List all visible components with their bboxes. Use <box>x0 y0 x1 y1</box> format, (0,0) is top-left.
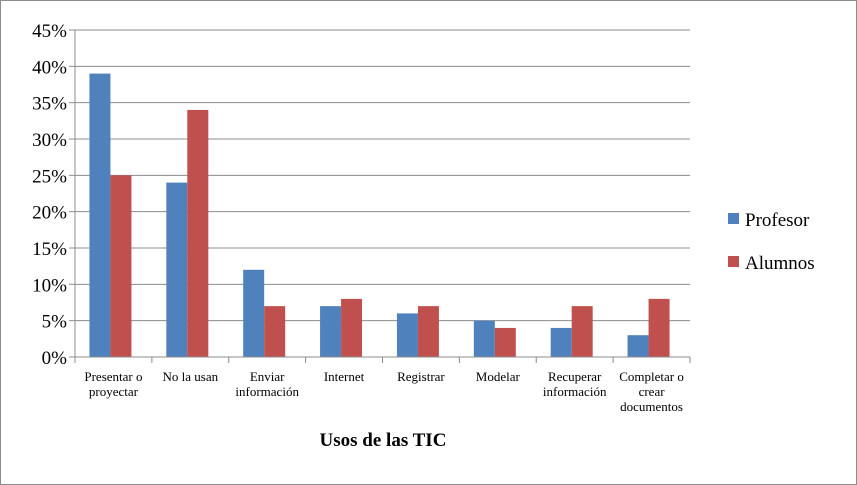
axes <box>69 29 691 363</box>
bar-profesor-7 <box>550 327 572 357</box>
y-tick-label: 15% <box>32 239 67 260</box>
x-tick-label: Presentar o proyectar <box>84 369 142 399</box>
legend-label-profesor: Profesor <box>745 210 810 231</box>
y-tick-label: 5% <box>42 312 68 333</box>
y-tick-label: 30% <box>32 130 67 151</box>
bar-alumnos-8 <box>648 298 670 357</box>
bar-profesor-6 <box>473 320 495 357</box>
bar-alumnos-1 <box>110 175 132 357</box>
x-tick-label: Modelar <box>476 369 521 384</box>
bars <box>89 73 670 357</box>
y-tick-label: 25% <box>32 166 67 187</box>
y-tick-label: 0% <box>42 348 68 369</box>
bar-alumnos-6 <box>494 327 516 357</box>
bar-profesor-3 <box>243 269 265 357</box>
y-tick-label: 10% <box>32 275 67 296</box>
x-tick-label: No la usan <box>163 369 219 384</box>
x-tick-label: Enviar información <box>235 369 299 399</box>
x-tick-label: Registrar <box>397 369 445 384</box>
bar-profesor-5 <box>396 313 418 357</box>
bar-alumnos-4 <box>341 298 363 357</box>
y-tick-label: 35% <box>32 94 67 115</box>
y-tick-label: 40% <box>32 57 67 78</box>
y-tick-label: 20% <box>32 203 67 224</box>
x-tick-label: Internet <box>324 369 365 384</box>
bar-profesor-1 <box>89 73 111 357</box>
bar-profesor-4 <box>320 306 342 357</box>
x-axis-title: Usos de las TIC <box>320 430 447 451</box>
x-tick-labels: Presentar o proyectar No la usan Enviar info… <box>84 369 684 414</box>
bar-alumnos-7 <box>571 306 593 357</box>
legend-label-alumnos: Alumnos <box>745 253 815 274</box>
bar-profesor-8 <box>627 335 649 357</box>
x-tick-label: Completar o crear documentos <box>619 369 684 414</box>
bar-alumnos-5 <box>417 306 439 357</box>
bar-alumnos-3 <box>264 306 286 357</box>
legend-swatch-profesor <box>728 213 739 224</box>
x-tick-label: Recuperar información <box>543 369 607 399</box>
bar-profesor-2 <box>166 182 188 357</box>
legend-swatch-alumnos <box>728 256 739 267</box>
y-tick-labels: 0% 5% 10% 15% 20% 25% 30% 35% 40% 45% <box>32 21 67 369</box>
legend: Profesor Alumnos <box>728 210 815 274</box>
bar-alumnos-2 <box>187 109 209 357</box>
y-tick-label: 45% <box>32 21 67 42</box>
